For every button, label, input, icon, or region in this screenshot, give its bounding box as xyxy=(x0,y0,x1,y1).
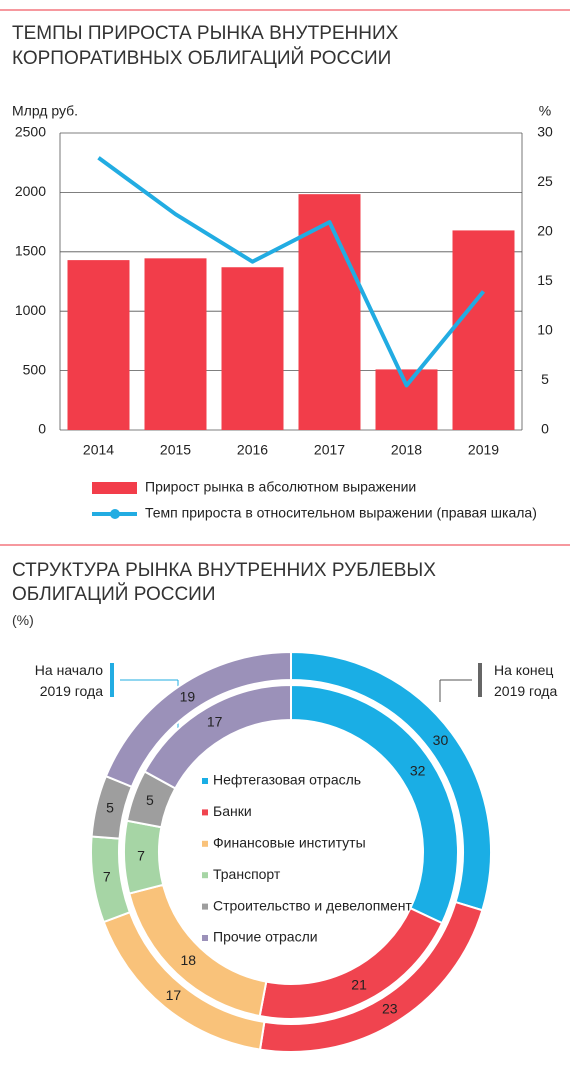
legend-label: Банки xyxy=(213,803,252,819)
chart-title: ОБЛИГАЦИЙ РОССИИ xyxy=(12,584,216,605)
legend-swatch xyxy=(92,482,137,494)
donut-segment xyxy=(104,650,292,789)
y2-tick-label: 25 xyxy=(537,173,553,189)
value-label: 17 xyxy=(166,987,182,1003)
y2-tick-label: 30 xyxy=(537,124,553,140)
legend-label: Темп прироста в относительном выражении … xyxy=(145,505,537,521)
value-label: 7 xyxy=(103,869,111,885)
value-label: 5 xyxy=(106,800,114,816)
value-label: 30 xyxy=(433,732,449,748)
value-label: 32 xyxy=(410,762,426,778)
legend-label: Прирост рынка в абсолютном выражении xyxy=(145,479,416,495)
x-tick-label: 2018 xyxy=(391,442,422,458)
y2-tick-label: 15 xyxy=(537,272,553,288)
bar xyxy=(298,194,361,430)
y-tick-label: 2500 xyxy=(15,124,46,140)
y-tick-label: 0 xyxy=(38,421,46,437)
legend-swatch xyxy=(202,903,208,910)
legend-label: Нефтегазовая отрасль xyxy=(213,772,361,788)
y-tick-label: 1500 xyxy=(15,243,46,259)
chart-title: СТРУКТУРА РЫНКА ВНУТРЕННИХ РУБЛЕВЫХ xyxy=(12,560,436,581)
chart-title: КОРПОРАТИВНЫХ ОБЛИГАЦИЙ РОССИИ xyxy=(12,48,392,69)
y-tick-label: 2000 xyxy=(15,183,46,199)
legend-swatch xyxy=(202,935,208,941)
bar xyxy=(375,369,438,430)
legend-swatch xyxy=(202,809,208,816)
legend-swatch xyxy=(110,509,120,519)
value-label: 7 xyxy=(137,847,145,863)
y-tick-label: 500 xyxy=(23,361,47,377)
legend-swatch xyxy=(202,840,208,847)
bar xyxy=(67,260,130,430)
x-tick-label: 2014 xyxy=(83,442,114,458)
y2-tick-label: 10 xyxy=(537,322,553,338)
value-label: 17 xyxy=(207,714,223,730)
y-axis-label: Млрд руб. xyxy=(12,103,78,119)
value-label: 21 xyxy=(351,976,367,992)
y-tick-label: 1000 xyxy=(15,302,46,318)
ring-label: На конец 2019 года xyxy=(494,662,558,699)
y2-tick-label: 20 xyxy=(537,223,553,239)
y2-tick-label: 0 xyxy=(541,421,549,437)
bar xyxy=(144,258,207,430)
legend-label: Транспорт xyxy=(213,866,281,882)
legend-label: Строительство и девелопмент xyxy=(213,897,412,913)
legend-swatch xyxy=(202,778,208,784)
line xyxy=(97,156,486,388)
legend-label: Финансовые институты xyxy=(213,835,366,851)
donut-segment xyxy=(143,683,292,790)
value-label: 5 xyxy=(146,792,154,808)
x-tick-label: 2016 xyxy=(237,442,268,458)
value-label: 19 xyxy=(180,688,196,704)
legend-swatch xyxy=(202,872,208,879)
ring-marker xyxy=(110,663,114,697)
bar xyxy=(221,267,284,430)
y2-axis-label: % xyxy=(539,103,551,119)
value-label: 18 xyxy=(181,952,197,968)
x-tick-label: 2019 xyxy=(468,442,499,458)
x-tick-label: 2017 xyxy=(314,442,345,458)
chart-title: ТЕМПЫ ПРИРОСТА РЫНКА ВНУТРЕННИХ xyxy=(12,23,399,44)
bar xyxy=(452,230,515,430)
value-label: 23 xyxy=(382,1000,398,1016)
ring-label: На начало 2019 года xyxy=(34,662,103,699)
x-tick-label: 2015 xyxy=(160,442,191,458)
ring-marker xyxy=(478,663,482,697)
chart-subtitle: (%) xyxy=(12,612,34,628)
y2-tick-label: 5 xyxy=(541,371,549,387)
legend-label: Прочие отрасли xyxy=(213,929,318,945)
